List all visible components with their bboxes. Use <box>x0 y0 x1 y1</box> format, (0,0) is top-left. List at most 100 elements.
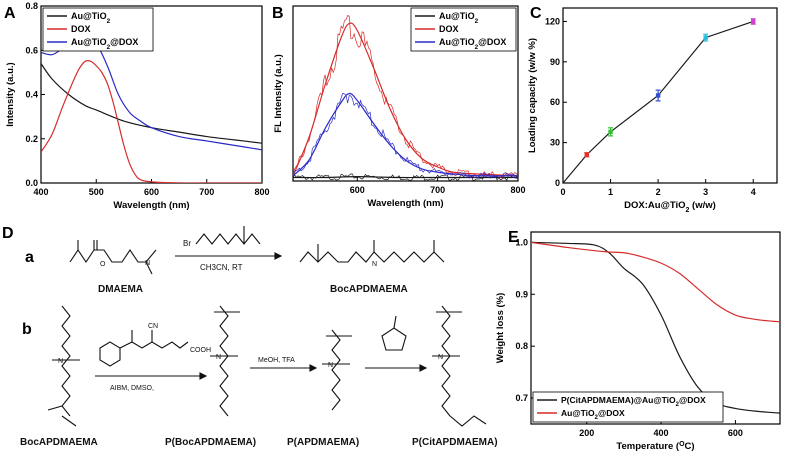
x-tick-label-E: 400 <box>654 428 669 438</box>
x-tick-label-E: 200 <box>579 428 594 438</box>
series-line-A-2 <box>41 36 262 151</box>
x-axis-label-text: Wavelength (nm) <box>113 200 189 211</box>
legend-label-E-0-sub: 2 <box>676 402 680 408</box>
bromide-reagent <box>195 226 261 245</box>
raft-cooh-label: COOH <box>190 347 211 354</box>
legend-label-A-2-sub: 2 <box>107 44 111 51</box>
legend-label-A-2-base: Au@TiO <box>71 37 107 47</box>
panel-label-d: D <box>2 225 14 242</box>
x-tick-label-A: 400 <box>33 187 48 197</box>
legend-label-A-2-after: @DOX <box>110 37 138 47</box>
dmaema-structure <box>69 240 157 275</box>
y-tick-label-A: 0.4 <box>25 90 38 100</box>
legend-label-A-0-base: Au@TiO <box>71 11 107 21</box>
series-line-E-0 <box>531 241 780 414</box>
x-axis-label-E: Temperature (OC) <box>616 441 694 453</box>
series-noise-B-0 <box>293 173 518 181</box>
reaction-scheme: O N DMAEMA Br CH3CN, RT N BocAPDMAEMA N <box>20 226 498 448</box>
x-tick-label-C: 4 <box>751 187 756 197</box>
y-tick-label-E: 0.8 <box>515 341 528 351</box>
legend-label-A-0-sub: 2 <box>107 18 111 25</box>
x-axis-label-B: Wavelength (nm) <box>367 198 443 209</box>
label-bocapdmaema-b: BocAPDMAEMA <box>20 437 98 448</box>
legend-label-E-1-after: @DOX <box>598 408 625 418</box>
panel-b-chart: 600 700 800 Wavelength (nm) FL Intensity (a.… <box>273 5 526 209</box>
svg-text:N: N <box>438 354 443 361</box>
y-tick-label-C: 30 <box>550 138 560 148</box>
reagent-br-label: Br <box>183 239 191 248</box>
data-point-1 <box>584 152 589 157</box>
x-tick-label-B: 600 <box>350 185 365 195</box>
legend-label-E-0-base: P(CitAPDMAEMA)@Au@TiO <box>561 395 676 405</box>
x-tick-label-C: 3 <box>703 187 708 197</box>
raft-agent <box>99 330 189 367</box>
legend-label-B-2-after: @DOX <box>478 37 506 47</box>
citraconic-anhydride <box>381 315 407 351</box>
x-tick-label-B: 700 <box>430 185 445 195</box>
series-line-B-2 <box>293 92 518 177</box>
x-tick-label-E: 600 <box>728 428 743 438</box>
panel-a-chart: 400 500 600 700 800 0.0 0.2 0.4 0.6 0.8 Wavelength… <box>5 1 270 211</box>
svg-text:N: N <box>145 260 150 267</box>
x-axis-label-A: Wavelength (nm) <box>113 200 189 211</box>
label-dmaema: DMAEMA <box>98 284 143 295</box>
plot-frame-E <box>530 231 781 425</box>
plot-frame-C <box>562 7 778 184</box>
y-tick-label-E: 0.7 <box>515 393 528 403</box>
y-tick-label-C: 60 <box>550 97 560 107</box>
panel-label-b: B <box>272 5 284 22</box>
p-citapdmaema-structure <box>432 305 487 427</box>
y-tick-label-A: 0.6 <box>25 45 38 55</box>
y-tick-label-A: 0.2 <box>25 134 38 144</box>
x-axis-label-text: DOX:Au@TiO <box>624 200 685 211</box>
y-tick-label-E: 0.9 <box>515 289 528 299</box>
x-axis-label-text: Wavelength (nm) <box>367 198 443 209</box>
legend-label-E-1: Au@TiO2@DOX <box>561 408 625 421</box>
y-tick-label-C: 0 <box>555 178 560 188</box>
legend-label-B-2-base: Au@TiO <box>439 37 475 47</box>
legend-box-E <box>532 391 724 423</box>
y-axis-label-E: Weight loss (%) <box>495 293 506 364</box>
panel-label-c: C <box>530 5 542 22</box>
svg-text:N: N <box>58 358 63 365</box>
bocapdmaema-monomer-b <box>47 305 80 427</box>
y-tick-label-A: 0.8 <box>25 1 38 11</box>
y-tick-label-A: 0.0 <box>25 178 38 188</box>
legend-label-E-0: P(CitAPDMAEMA)@Au@TiO2@DOX <box>561 395 706 408</box>
legend-label-B-2: Au@TiO2@DOX <box>439 37 506 51</box>
series-line-A-1 <box>41 60 262 183</box>
x-axis-label-after: C) <box>685 441 695 452</box>
label-p-apdmaema: P(APDMAEMA) <box>287 437 359 448</box>
svg-text:O: O <box>100 261 106 268</box>
series-line-A-0 <box>41 63 262 144</box>
label-p-citapdmaema: P(CitAPDMAEMA) <box>412 437 498 448</box>
series-line-B-0 <box>293 176 518 179</box>
p-apdmaema-structure <box>322 329 352 411</box>
bocapdmaema-structure-a <box>299 240 445 263</box>
conditions-b2: MeOH, TFA <box>258 357 295 364</box>
series-line-E-1 <box>531 241 780 323</box>
legend-label-B-1: DOX <box>439 24 459 34</box>
y-tick-label-E: 1.0 <box>515 237 528 247</box>
legend-label-A-2: Au@TiO2@DOX <box>71 37 138 51</box>
scheme-row-label-b: b <box>22 321 32 338</box>
y-axis-label-C: Loading capacity (w/w %) <box>527 38 538 153</box>
legend-label-A-1-base: DOX <box>71 24 91 34</box>
data-point-2 <box>608 129 613 135</box>
data-point-4 <box>703 35 708 40</box>
x-axis-label-sub: 2 <box>686 207 690 214</box>
legend-label-E-1-sub: 2 <box>595 415 599 421</box>
x-tick-label-A: 500 <box>89 187 104 197</box>
data-point-5 <box>751 19 756 24</box>
panel-e-chart: 200 400 600 0.7 0.8 0.9 1.0 Temperature (OC) Wei… <box>495 231 781 453</box>
x-axis-label-sup: O <box>679 441 685 448</box>
data-point-3 <box>655 93 661 98</box>
conditions-a: CH3CN, RT <box>200 263 243 272</box>
svg-text:N: N <box>328 362 333 369</box>
y-tick-label-C: 90 <box>550 57 560 67</box>
legend-label-A-0: Au@TiO2 <box>71 11 111 25</box>
y-axis-label-A: Intensity (a.u.) <box>5 62 16 126</box>
plot-frame-B <box>292 5 519 182</box>
x-axis-label-text: Temperature ( <box>616 441 679 452</box>
